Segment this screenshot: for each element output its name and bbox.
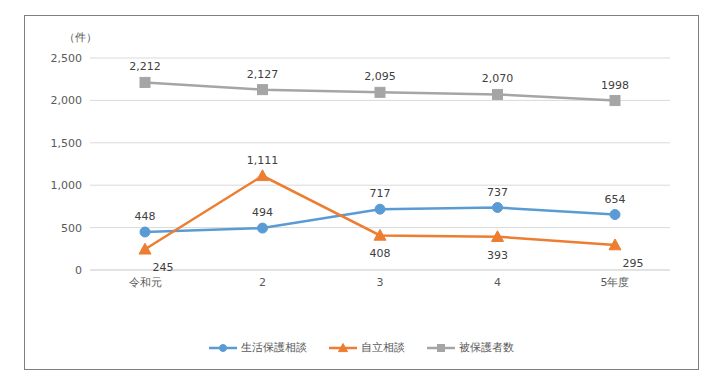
html-text:自立相談: 自立相談 — [361, 341, 405, 354]
html-text:被保護者数: 被保護者数 — [459, 341, 514, 354]
svg-text:2,500: 2,500 — [51, 52, 83, 65]
svg-text:3: 3 — [377, 276, 384, 289]
svg-text:2,212: 2,212 — [129, 60, 161, 73]
svg-text:448: 448 — [135, 210, 156, 223]
svg-text:4: 4 — [494, 276, 501, 289]
svg-text:654: 654 — [605, 193, 626, 206]
svg-text:737: 737 — [487, 186, 508, 199]
svg-text:408: 408 — [370, 247, 391, 260]
svg-text:500: 500 — [61, 222, 82, 235]
svg-text:0: 0 — [75, 264, 82, 277]
svg-text:2,095: 2,095 — [364, 70, 396, 83]
svg-text:2: 2 — [259, 276, 266, 289]
svg-text:1,111: 1,111 — [247, 154, 279, 167]
svg-text:令和元: 令和元 — [129, 276, 162, 289]
svg-text:1998: 1998 — [601, 79, 629, 92]
svg-text:2,000: 2,000 — [51, 94, 83, 107]
svg-text:2,070: 2,070 — [482, 72, 514, 85]
svg-text:295: 295 — [623, 257, 644, 270]
svg-text:1,500: 1,500 — [51, 137, 83, 150]
html-text:（件）: （件） — [64, 31, 97, 44]
svg-text:494: 494 — [252, 206, 273, 219]
svg-text:5年度: 5年度 — [601, 276, 630, 289]
svg-text:2,127: 2,127 — [247, 68, 279, 81]
svg-text:717: 717 — [370, 187, 391, 200]
svg-text:393: 393 — [487, 249, 508, 262]
html-text:生活保護相談: 生活保護相談 — [241, 341, 307, 354]
svg-text:245: 245 — [153, 261, 174, 274]
svg-text:1,000: 1,000 — [51, 179, 83, 192]
